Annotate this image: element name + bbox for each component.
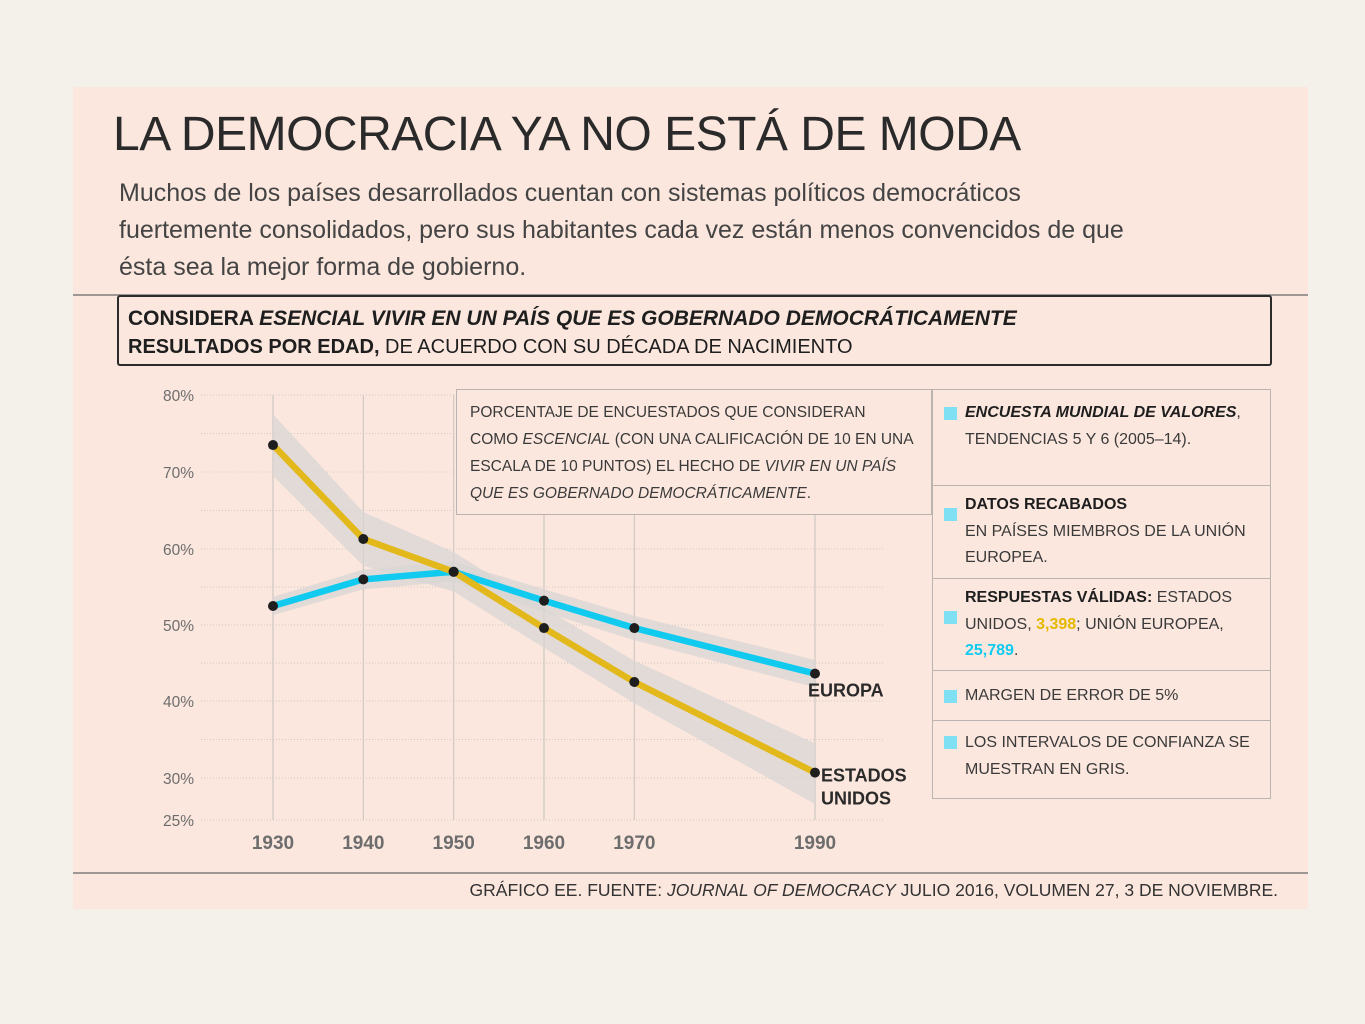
cyan-square-icon <box>944 611 957 624</box>
series-points <box>268 440 820 778</box>
x-tick-label: 1960 <box>523 833 565 854</box>
series-line-us <box>269 441 819 776</box>
x-tick-label: 1950 <box>433 833 475 854</box>
series-lines <box>269 441 819 776</box>
series-line-eu <box>269 568 819 677</box>
chart-header-line1: CONSIDERA ESENCIAL VIVIR EN UN PAÍS QUE … <box>128 307 1017 330</box>
series-label-eu: EUROPA <box>808 681 884 701</box>
y-tick-label: 80% <box>163 388 194 405</box>
cyan-square-icon <box>944 508 957 521</box>
page-subtitle: Muchos de los países desarrollados cuent… <box>119 179 1124 281</box>
data-point-us <box>810 767 820 778</box>
data-point-eu <box>268 601 278 611</box>
data-point-us <box>448 566 459 577</box>
series-label-us-line1: ESTADOS <box>821 766 907 786</box>
y-tick-label: 60% <box>163 542 194 559</box>
cyan-square-icon <box>944 736 957 749</box>
chart-header-box: CONSIDERA ESENCIAL VIVIR EN UN PAÍS QUE … <box>117 295 1272 366</box>
axis-labels: 80% 70% 60% 50% 40% 30% 25% 1930 1940 1950 1960 197… <box>163 388 836 854</box>
data-point-eu <box>629 623 640 634</box>
legend-item-responses: RESPUESTAS VÁLIDAS: ESTADOS UNIDOS, 3,39… <box>933 579 1270 671</box>
y-tick-label: 70% <box>163 465 194 482</box>
data-point-us <box>268 440 278 451</box>
y-tick-label: 40% <box>163 694 194 711</box>
data-point-us <box>539 623 549 634</box>
series-label-us-line2: UNIDOS <box>821 789 891 809</box>
bottom-divider <box>73 872 1308 874</box>
y-tick-label: 25% <box>163 813 194 830</box>
data-point-eu <box>539 595 549 606</box>
data-point-eu <box>810 668 820 679</box>
source-footer: GRÁFICO EE. FUENTE: JOURNAL OF DEMOCRACY… <box>469 880 1278 900</box>
legend-item-data: DATOS RECABADOS EN PAÍSES MIEMBROS DE LA … <box>933 486 1270 579</box>
legend-panel: ENCUESTA MUNDIAL DE VALORES, TENDENCIAS … <box>932 389 1271 799</box>
data-point-us <box>358 533 369 544</box>
cyan-square-icon <box>944 690 957 703</box>
page-title: LA DEMOCRACIA YA NO ESTÁ DE MODA <box>113 108 1021 161</box>
x-tick-label: 1930 <box>252 833 294 854</box>
x-tick-label: 1940 <box>342 833 384 854</box>
chart-note: PORCENTAJE DE ENCUESTADOS QUE CONSIDERAN… <box>456 389 932 515</box>
y-tick-label: 30% <box>163 771 194 788</box>
x-tick-label: 1990 <box>794 833 836 854</box>
y-tick-label: 50% <box>163 618 194 635</box>
x-tick-label: 1970 <box>613 833 655 854</box>
legend-item-survey: ENCUESTA MUNDIAL DE VALORES, TENDENCIAS … <box>933 390 1270 486</box>
legend-item-ci: LOS INTERVALOS DE CONFIANZA SE MUESTRAN … <box>933 721 1270 798</box>
chart-header-line2: RESULTADOS POR EDAD, DE ACUERDO CON SU D… <box>128 336 853 358</box>
legend-item-margin: MARGEN DE ERROR DE 5% <box>933 671 1270 721</box>
data-point-eu <box>358 574 369 585</box>
data-point-us <box>629 677 640 687</box>
infographic-card: LA DEMOCRACIA YA NO ESTÁ DE MODA Muchos … <box>73 87 1308 909</box>
cyan-square-icon <box>944 407 957 420</box>
